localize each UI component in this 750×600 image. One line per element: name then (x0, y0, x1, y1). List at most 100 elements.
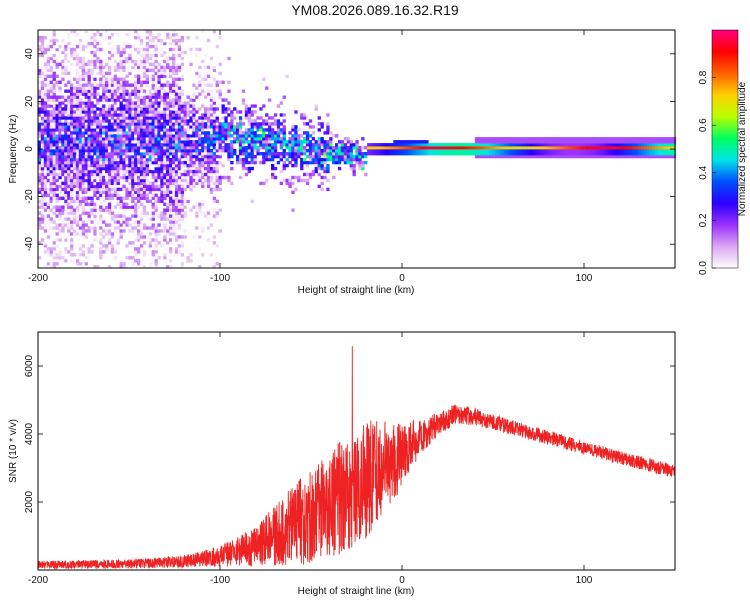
spectrogram-cell (323, 149, 327, 153)
spectrogram-cell (538, 140, 543, 144)
spectrogram-cell (163, 238, 167, 242)
spectrogram-cell (206, 134, 211, 138)
spectrogram-cell (55, 160, 59, 165)
spectrogram-cell (658, 152, 662, 156)
spectrogram-cell (317, 160, 321, 165)
spectrogram-cell (288, 178, 292, 183)
spectrogram-cell (305, 172, 310, 177)
spectrogram-cell (151, 89, 155, 93)
spectrogram-cell (64, 110, 68, 114)
spectrogram-cell (163, 38, 167, 43)
spectrogram-cell (99, 125, 103, 129)
spectrogram-cell (169, 169, 173, 174)
spectrogram-cell (110, 193, 115, 197)
spectrogram-cell (294, 152, 298, 156)
spectrogram-cell (67, 95, 71, 99)
spectrogram-cell (122, 160, 126, 165)
spectrogram-cell (204, 205, 208, 209)
spectrogram-cell (61, 149, 65, 153)
spectrogram-cell (67, 169, 71, 174)
spectrogram-cell (46, 184, 51, 189)
spectrogram-cell (198, 157, 202, 162)
spectrogram-cell (215, 199, 219, 203)
spectrogram-cell (442, 149, 447, 153)
spectrogram-cell (148, 92, 153, 96)
spectrogram-cell (285, 154, 289, 159)
spectrogram-cell (87, 187, 91, 192)
spectrogram-cell (582, 149, 586, 153)
spectrogram-cell (157, 110, 161, 114)
spectrogram-cell (145, 44, 150, 49)
spectrogram-cell (122, 154, 126, 159)
spectrogram-cell (297, 154, 301, 159)
spectrogram-cell (189, 163, 193, 168)
spectrogram-cell (201, 140, 205, 144)
spectrogram-cell (201, 89, 205, 93)
spectrogram-cell (70, 178, 74, 183)
spectrogram-cell (116, 178, 120, 183)
spectrogram-cell (49, 160, 53, 165)
spectrogram-cell (134, 226, 138, 230)
spectrogram-cell (122, 175, 126, 180)
spectrogram-cell (183, 110, 187, 114)
spectrogram-cell (224, 119, 228, 123)
spectrogram-cell (305, 137, 310, 141)
spectrogram-cell (169, 92, 173, 96)
y-tick-label: -20 (24, 189, 35, 204)
x-tick-label: 100 (576, 273, 593, 284)
spectrogram-cell (78, 157, 83, 162)
spectrogram-cell (346, 160, 351, 165)
spectrogram-cell (291, 208, 295, 212)
spectrogram-cell (137, 50, 141, 55)
spectrogram-cell (93, 107, 97, 111)
spectrogram-cell (209, 119, 214, 123)
spectrogram-cell (629, 154, 633, 159)
spectrogram-cell (61, 119, 65, 123)
spectrogram-cell (160, 199, 164, 203)
spectrogram-cell (105, 95, 109, 99)
spectrogram-cell (349, 140, 353, 144)
spectrogram-cell (93, 36, 97, 40)
spectrogram-cell (157, 65, 161, 70)
spectrogram-cell (75, 220, 80, 224)
spectrogram-cell (672, 154, 677, 159)
spectrogram-cell (102, 83, 106, 87)
spectrogram-cell (186, 128, 190, 132)
spectrogram-cell (169, 220, 173, 224)
spectrogram-cell (151, 146, 155, 150)
spectrogram-cell (70, 116, 74, 120)
spectrogram-cell (105, 146, 109, 150)
spectrogram-cell (84, 83, 88, 87)
spectrogram-cell (279, 152, 284, 156)
spectrogram-cell (107, 166, 112, 171)
spectrogram-cell (151, 196, 155, 200)
spectrogram-cell (212, 68, 217, 73)
spectrogram-cell (218, 131, 222, 135)
spectrogram-cell (75, 175, 80, 180)
spectrogram-cell (70, 223, 74, 227)
spectrogram-cell (212, 131, 217, 135)
spectrogram-cell (416, 146, 420, 150)
spectrogram-cell (58, 104, 62, 108)
spectrogram-cell (128, 217, 132, 221)
spectrogram-cell (576, 154, 581, 159)
spectrogram-cell (172, 157, 176, 162)
spectrogram-cell (183, 154, 187, 159)
spectrogram-cell (448, 143, 452, 147)
spectrogram-cell (469, 143, 473, 147)
spectrogram-cell (337, 160, 342, 165)
spectrogram-cell (192, 92, 196, 96)
spectrogram-cell (209, 56, 214, 61)
spectrogram-cell (608, 137, 613, 141)
spectrogram-cell (105, 36, 109, 40)
spectrogram-cell (72, 175, 77, 180)
spectrogram-cell (236, 122, 240, 126)
spectrogram-cell (102, 116, 106, 120)
spectrogram-cell (137, 149, 141, 153)
spectrogram-cell (105, 83, 109, 87)
spectrogram-cell (137, 33, 141, 37)
spectrogram-cell (661, 149, 665, 153)
spectrogram-cell (70, 62, 74, 67)
spectrogram-cell (84, 163, 88, 168)
spectrogram-cell (262, 119, 266, 123)
